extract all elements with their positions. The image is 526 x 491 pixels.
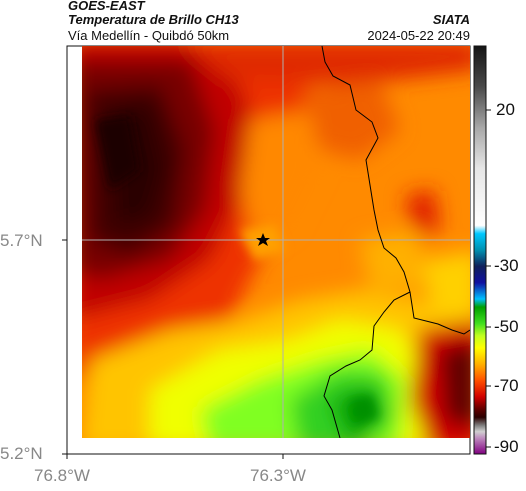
lat-tick-label: 5.7°N xyxy=(0,231,43,250)
boundary-line-south xyxy=(323,291,411,438)
lat-tick-label: 5.2°N xyxy=(0,444,43,463)
colorbar-tick-label: -90 xyxy=(494,437,519,456)
lon-tick-label: 76.8°W xyxy=(34,466,90,485)
colorbar-tick-label: -50 xyxy=(494,317,519,336)
colorbar-tick-label: -70 xyxy=(494,376,519,395)
route-subtitle: Vía Medellín - Quibdó 50km xyxy=(68,28,230,43)
agency-label: SIATA xyxy=(432,12,470,27)
colorbar xyxy=(473,45,487,455)
colorbar-tick-label: 20 xyxy=(496,100,515,119)
datetime-label: 2024-05-22 20:49 xyxy=(367,28,470,43)
product-title: Temperatura de Brillo CH13 xyxy=(68,12,239,27)
boundary-line-north xyxy=(321,46,470,335)
brightness-temperature-field xyxy=(82,46,470,438)
colorbar-tick-label: -30 xyxy=(494,256,519,275)
star-icon xyxy=(256,233,270,246)
satellite-title: GOES-EAST xyxy=(68,0,145,13)
lon-tick-label: 76.3°W xyxy=(250,466,306,485)
